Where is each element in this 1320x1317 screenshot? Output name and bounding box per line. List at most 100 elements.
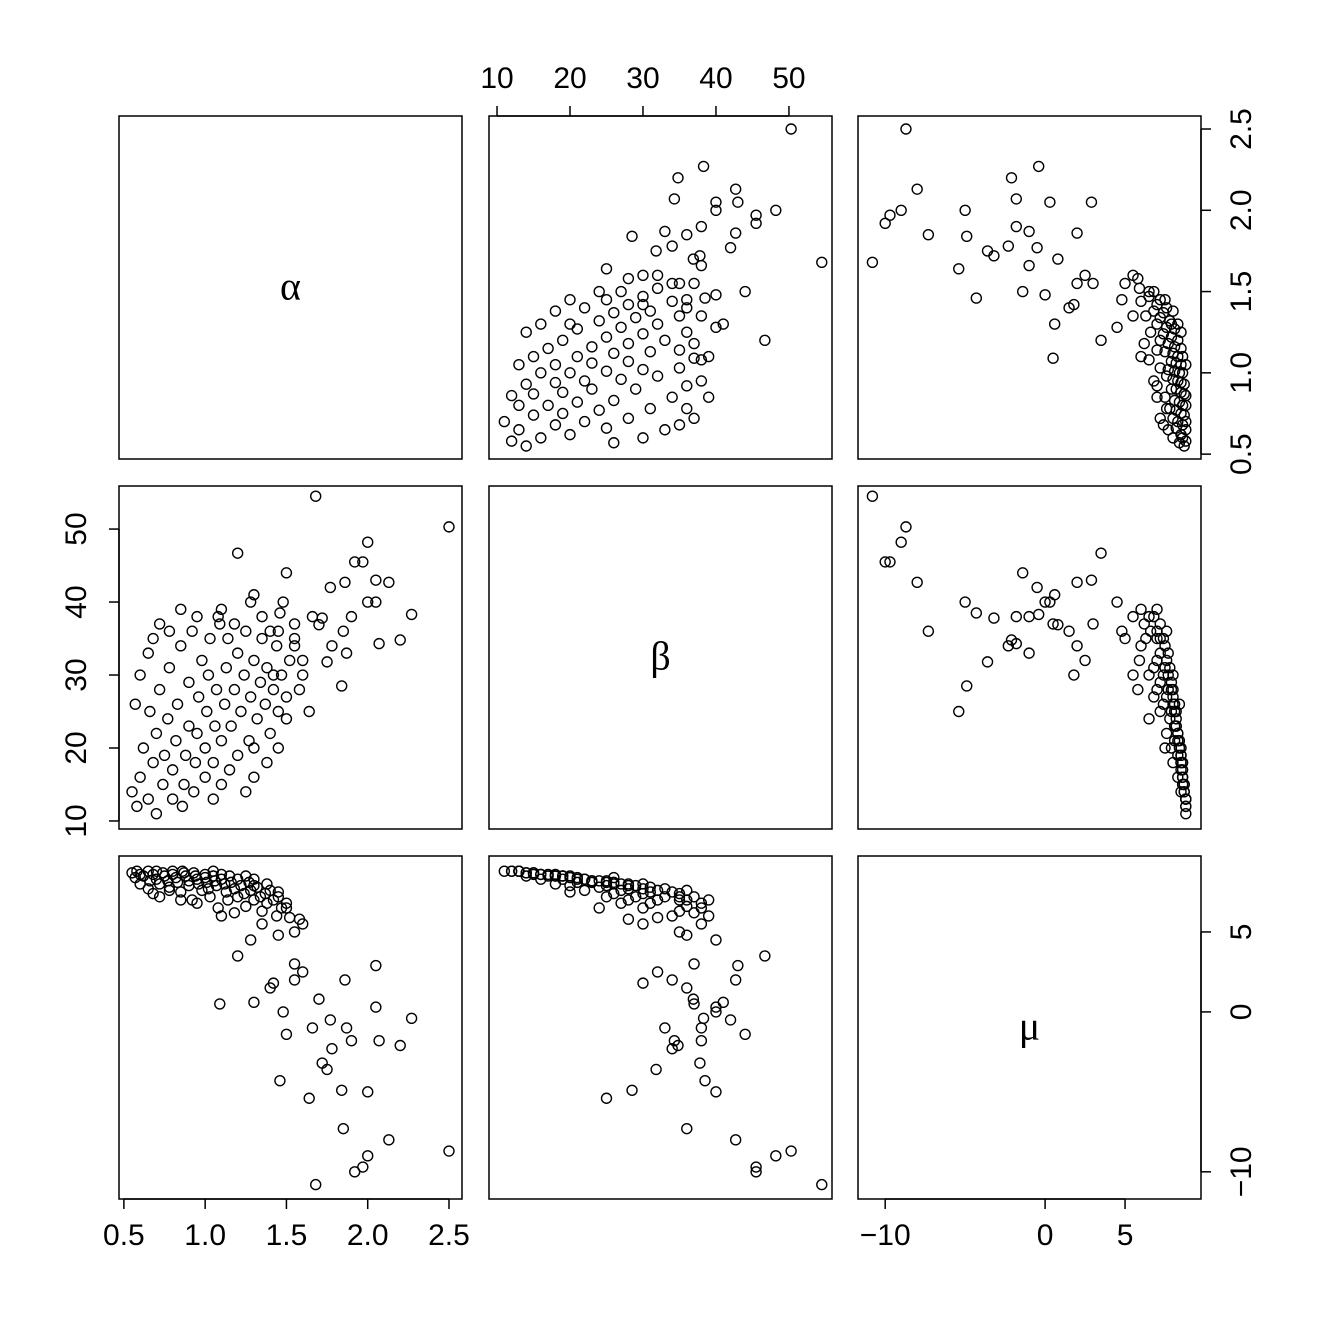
point [214,998,226,1010]
point [549,376,562,389]
panel [488,855,833,1200]
point [759,950,771,962]
point [681,380,693,392]
point [622,355,635,368]
point [228,683,241,696]
point [1176,771,1189,783]
panel [857,115,1202,460]
point [362,1150,374,1162]
point [176,800,189,813]
point [1172,771,1184,783]
point [681,293,693,306]
point [673,277,686,290]
point [695,897,708,909]
point [1157,419,1170,431]
point [150,727,163,740]
point [1167,669,1179,681]
point [578,375,591,387]
point [142,647,154,659]
x-tick-label: 1.5 [266,1219,308,1252]
point [1173,367,1186,379]
point [218,878,231,890]
point [608,347,620,360]
point [1173,698,1186,710]
point [1031,241,1043,254]
point [895,536,907,548]
point [637,918,649,930]
point [650,1063,662,1076]
point [593,285,605,298]
point [158,749,171,761]
point [1154,647,1166,659]
point [578,884,591,897]
point [681,302,693,314]
point [1180,793,1192,805]
point [1111,596,1123,608]
point [1140,310,1152,322]
point [1135,640,1147,652]
point [959,204,971,216]
point [147,632,159,645]
point [1132,683,1144,696]
point [1157,698,1170,710]
point [666,910,678,922]
point [1010,193,1023,205]
point [1143,713,1155,725]
point [922,625,935,637]
point [549,878,562,890]
point [702,350,715,363]
point [732,196,744,208]
point [695,1034,708,1047]
point [248,879,260,892]
point [240,870,252,882]
point [1071,277,1083,290]
point [564,318,576,330]
point [204,891,216,903]
x-tick-label: 0.5 [103,1219,145,1252]
point [1151,654,1163,667]
point [256,610,268,623]
point [564,293,576,306]
point [629,311,642,324]
point [251,713,263,725]
point [710,1086,722,1098]
point [134,669,146,681]
point [270,640,283,652]
point [615,373,627,386]
point [129,871,141,884]
point [816,1178,828,1191]
point [175,603,187,616]
point [191,873,203,885]
panel [488,485,833,830]
point [549,359,562,371]
point [1087,618,1099,630]
point [1173,437,1186,449]
point [225,876,237,889]
x-tick-label: 40 [699,62,732,95]
point [324,581,337,594]
point [277,1006,289,1018]
point [163,884,176,897]
point [895,204,907,216]
point [1176,399,1189,412]
point [1148,285,1160,298]
point [189,756,202,769]
point [1160,625,1173,637]
point [1111,321,1123,334]
point [659,334,671,347]
point [1119,632,1131,645]
point [209,720,221,732]
point [578,302,591,314]
point [694,1057,706,1069]
point [1170,422,1182,434]
y-tick-label: 0 [1225,1004,1258,1021]
point [988,250,1000,262]
point [1002,640,1015,652]
point [1154,334,1166,347]
point [637,298,649,311]
point [303,705,315,718]
point [1148,305,1160,317]
point [1133,282,1146,295]
point [370,959,382,972]
point [231,749,244,761]
